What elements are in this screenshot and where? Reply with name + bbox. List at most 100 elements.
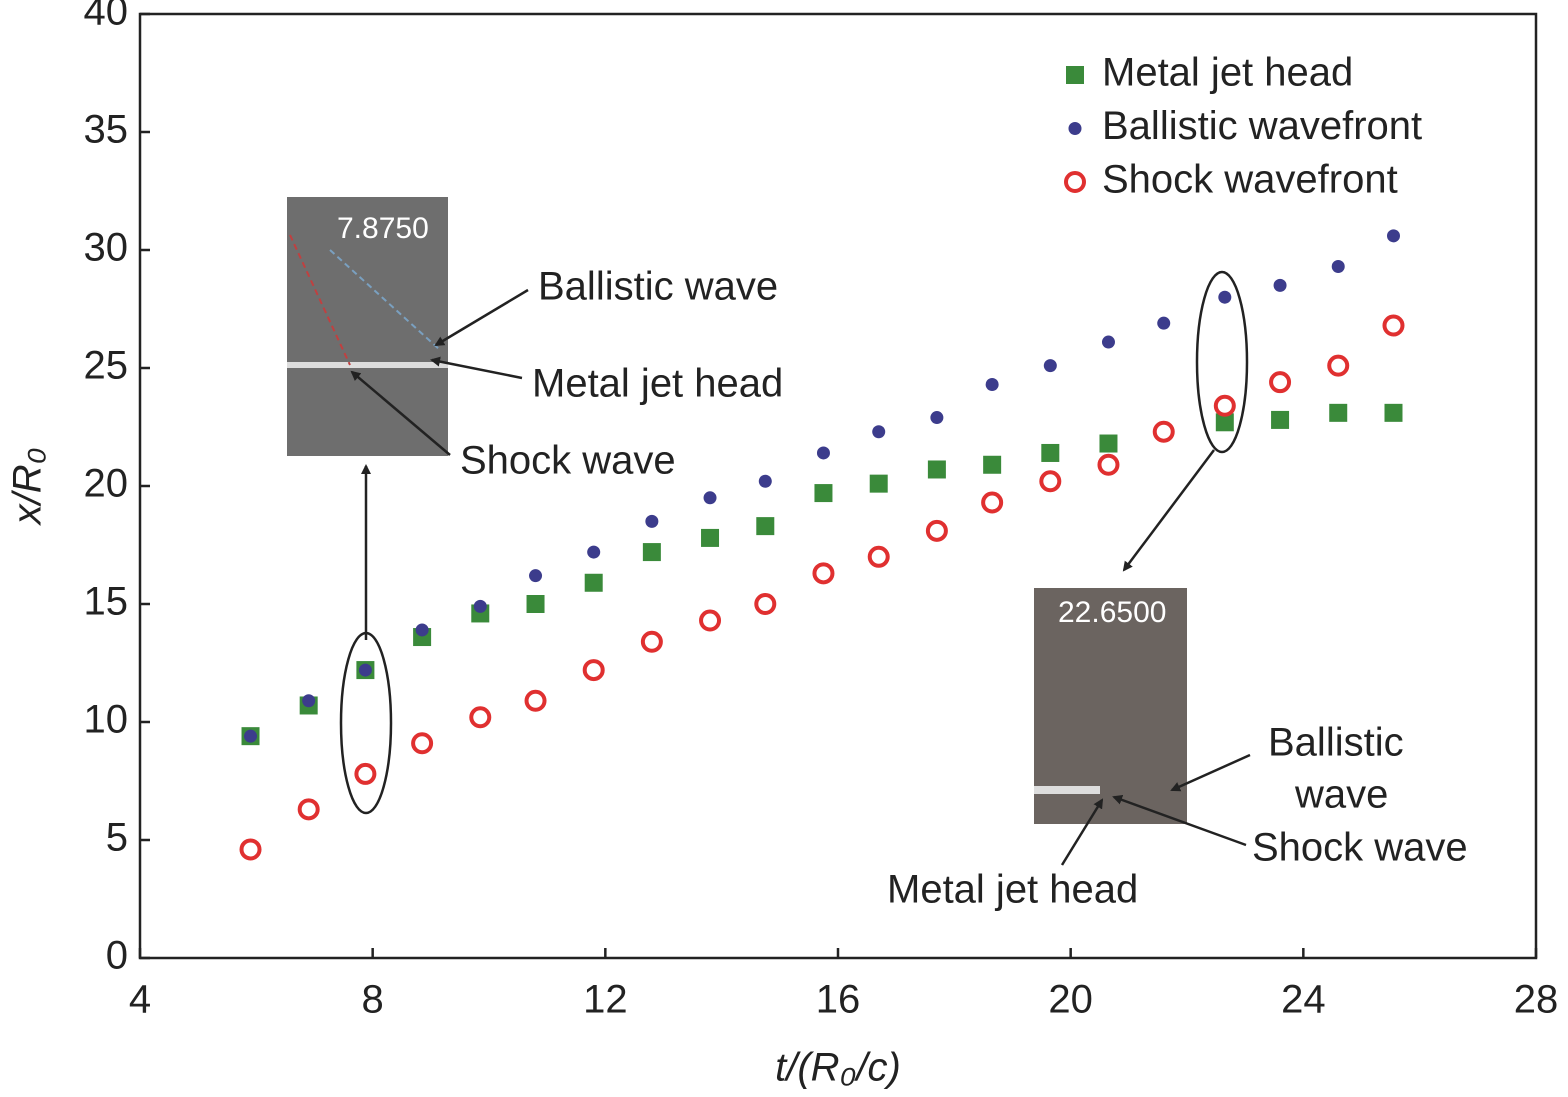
point (645, 514, 659, 528)
annotation: Ballistic wave (538, 265, 778, 309)
y-tick-label: 25 (84, 344, 129, 388)
point (1331, 260, 1345, 274)
inset-ballistic-line (329, 249, 441, 351)
legend-label: Ballistic wavefront (1102, 104, 1422, 148)
y-tick-label: 30 (84, 226, 129, 270)
annotation: 22.6500 (1058, 596, 1166, 629)
annotation: 7.8750 (337, 212, 429, 245)
arrow (350, 370, 451, 456)
point (1386, 229, 1400, 243)
point (524, 689, 547, 712)
point (1327, 354, 1350, 377)
point (983, 455, 1002, 474)
point (812, 562, 835, 585)
point (529, 569, 543, 583)
point (1273, 278, 1287, 292)
point (239, 838, 262, 861)
point (754, 593, 777, 615)
y-tick-label: 40 (84, 0, 129, 34)
annotation: Ballistic (1268, 721, 1404, 765)
x-tick-label: 28 (1514, 978, 1559, 1022)
point (872, 425, 886, 439)
point (814, 484, 833, 503)
point (1215, 413, 1234, 432)
y-tick-label: 20 (84, 462, 129, 506)
point (415, 623, 429, 637)
point (1271, 410, 1290, 429)
point (699, 609, 722, 632)
point (1041, 443, 1060, 462)
annotation: Shock wave (460, 439, 676, 483)
point (981, 491, 1004, 514)
point (1152, 420, 1175, 443)
point (358, 663, 372, 677)
arrow (1112, 795, 1247, 847)
point (703, 491, 717, 505)
point (587, 545, 601, 559)
point (302, 694, 316, 708)
arrow (434, 288, 529, 347)
point (642, 543, 661, 562)
x-tick-label: 24 (1281, 978, 1326, 1022)
point (1039, 470, 1062, 493)
point (1097, 453, 1120, 476)
legend-marker (1068, 122, 1082, 135)
y-tick-label: 5 (106, 816, 128, 860)
y-tick-label: 0 (106, 934, 128, 978)
x-axis-label: t/(R₀/c) (775, 1046, 901, 1090)
point (1329, 403, 1348, 422)
point (1099, 434, 1118, 453)
point (469, 706, 492, 729)
x-tick-label: 4 (129, 978, 151, 1022)
inset-photo (287, 197, 448, 456)
point (1218, 290, 1232, 304)
point (1043, 359, 1057, 373)
point (1213, 394, 1236, 417)
point (411, 732, 434, 755)
point (1157, 316, 1171, 330)
annotation: Metal jet head (532, 362, 783, 406)
x-tick-label: 16 (816, 978, 861, 1022)
point (1269, 371, 1292, 394)
point (925, 519, 948, 542)
point (985, 378, 999, 392)
annotation: Metal jet head (887, 868, 1138, 912)
point (701, 528, 720, 547)
point (297, 798, 320, 821)
point (816, 446, 830, 460)
point (756, 517, 775, 536)
point (930, 411, 944, 425)
arrow (430, 356, 523, 380)
point (1382, 314, 1405, 337)
point (526, 595, 545, 613)
y-tick-label: 15 (84, 580, 129, 624)
annotation: Shock wave (1252, 826, 1468, 870)
point (867, 545, 890, 568)
point (640, 630, 663, 653)
legend-marker (1064, 171, 1086, 193)
inset-shock-line (289, 234, 351, 366)
point (1101, 335, 1115, 349)
legend-label: Shock wavefront (1102, 158, 1398, 202)
point (473, 599, 487, 613)
highlight-ellipse (1195, 270, 1249, 454)
highlight-ellipse (339, 631, 393, 815)
annotation: wave (1294, 773, 1388, 817)
point (244, 729, 258, 743)
point (582, 659, 605, 682)
point (758, 474, 772, 488)
x-tick-label: 12 (583, 978, 628, 1022)
arrow (1170, 753, 1251, 792)
y-tick-label: 10 (84, 698, 129, 742)
x-tick-label: 8 (362, 978, 384, 1022)
point (1384, 403, 1403, 422)
point (927, 460, 946, 479)
legend-label: Metal jet head (1102, 51, 1353, 95)
point (584, 573, 603, 592)
inset-photo (1034, 588, 1187, 824)
point (354, 762, 377, 785)
point (869, 474, 888, 493)
legend-marker (1066, 66, 1084, 84)
y-tick-label: 35 (84, 108, 129, 152)
